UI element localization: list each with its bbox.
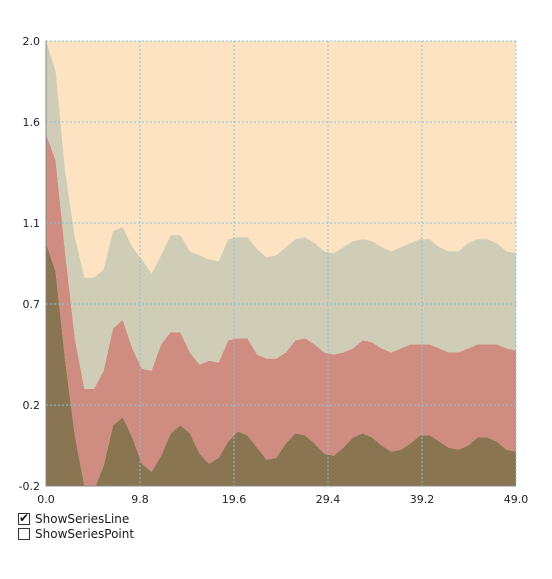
show-series-line-checkbox[interactable] (18, 511, 30, 525)
x-tick-label: 49.0 (504, 493, 529, 506)
show-series-line-label: ShowSeriesLine (35, 511, 130, 526)
show-series-point-label: ShowSeriesPoint (35, 526, 135, 541)
area-chart: 0.0 9.8 19.6 29.4 39.2 49.0 2.0 1.6 1.1 0.7 0.2 -0.… (19, 35, 529, 506)
show-series-line-option[interactable]: ShowSeriesLine (18, 511, 129, 526)
x-tick-label: 19.6 (222, 493, 247, 506)
area-series-1 (46, 243, 516, 486)
y-tick-label: -0.2 (19, 480, 40, 493)
y-tick-label: 0.7 (23, 298, 41, 311)
area-series-2 (46, 134, 516, 486)
x-tick-label: 39.2 (410, 493, 435, 506)
x-tick-label: 0.0 (37, 493, 55, 506)
y-tick-label: 0.2 (23, 399, 41, 412)
show-series-point-option[interactable]: ShowSeriesPoint (18, 526, 134, 541)
x-tick-label: 9.8 (131, 493, 149, 506)
x-tick-label: 29.4 (316, 493, 341, 506)
area-series-3 (46, 41, 516, 389)
chart-canvas: 0.0 9.8 19.6 29.4 39.2 49.0 2.0 1.6 1.1 0.7 0.2 -0.… (19, 35, 529, 506)
y-tick-label: 1.6 (23, 116, 41, 129)
show-series-point-checkbox[interactable] (18, 527, 30, 540)
y-tick-label: 1.1 (23, 217, 41, 230)
y-tick-label: 2.0 (23, 35, 41, 48)
